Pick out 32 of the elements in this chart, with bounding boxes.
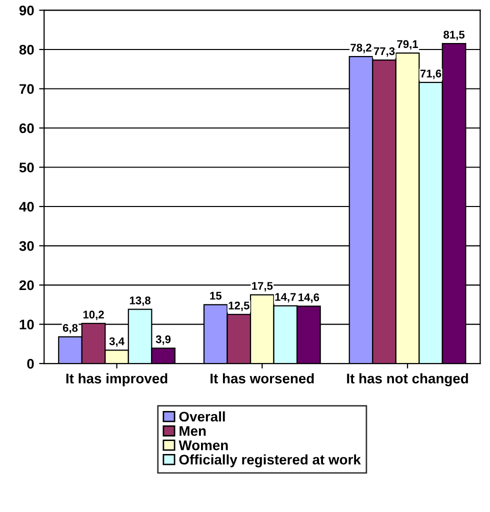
data-label: 15 [210,292,222,300]
data-label: 6,8 [62,324,78,334]
x-tick-label: It has not changed [347,373,468,386]
x-tick-label: It has improved [66,373,168,386]
data-label: 10,2 [83,310,104,320]
legend-label: Overall [179,411,225,422]
y-tick-label: 20 [19,280,34,290]
legend-label: Women [178,440,228,450]
y-tick-label: 50 [19,162,34,172]
data-label: 71,6 [420,70,442,80]
data-label: 78,2 [350,44,372,54]
data-label: 14,6 [298,293,320,303]
data-label: 79,1 [397,40,418,50]
data-label: 3,9 [156,335,171,345]
y-tick-label: 70 [20,84,34,94]
data-label: 14,7 [275,293,296,302]
y-tick-label: 60 [19,123,34,134]
y-tick-label: 10 [20,320,34,330]
data-label: 17,5 [252,282,273,292]
data-label: 81,5 [444,30,465,40]
data-label: 12,5 [228,302,250,312]
legend-label: Officially registered at work [179,454,361,468]
legend-label: Men [180,426,206,436]
data-label: 13,8 [130,296,151,306]
y-tick-label: 40 [19,202,34,212]
x-tick-label: It has worsened [210,373,314,384]
data-label: 77,3 [374,47,395,57]
y-tick-label: 30 [19,241,34,251]
y-tick-label: 0 [27,358,34,369]
y-tick-label: 80 [19,44,34,55]
y-tick-label: 90 [19,6,34,16]
data-label: 3,4 [109,337,124,347]
